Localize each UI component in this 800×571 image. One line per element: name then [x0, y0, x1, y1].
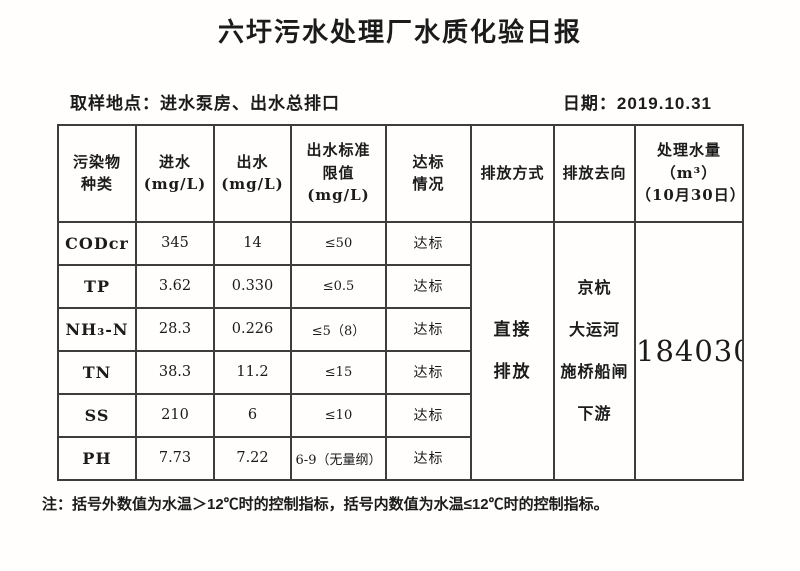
- cell-pollutant: TP: [57, 263, 137, 309]
- cell-influent: 7.73: [135, 435, 215, 481]
- table-row: CODcr 345 14 ≤50 达标 直接 排放 京杭 大运河 施桥船闸 下游…: [57, 220, 744, 481]
- table-row: TP 3.62 0.330 ≤0.5 达标: [57, 263, 743, 309]
- cell-effluent: 14: [213, 220, 292, 266]
- cell-discharge-mode: 直接 排放: [470, 220, 555, 481]
- table-header-row: 污染物 种类 进水 (mg/L) 出水 (mg/L) 出水标准 限值 (mg/L…: [57, 123, 744, 223]
- cell-pollutant: TN: [57, 349, 137, 395]
- cell-influent: 38.3: [135, 349, 215, 395]
- water-quality-table: 污染物 种类 进水 (mg/L) 出水 (mg/L) 出水标准 限值 (mg/L…: [57, 123, 744, 481]
- cell-influent: 345: [135, 220, 215, 266]
- table-row: PH 7.73 7.22 6-9（无量纲） 达标: [57, 435, 743, 481]
- cell-pollutant: CODcr: [57, 220, 137, 266]
- footnote: 注：括号外数值为水温＞12℃时的控制指标，括号内数值为水温≤12℃时的控制指标。: [42, 495, 609, 513]
- cell-effluent: 6: [213, 392, 292, 438]
- table-row: NH₃-N 28.3 0.226 ≤5（8） 达标: [57, 306, 743, 352]
- cell-limit: ≤10: [290, 392, 387, 438]
- cell-limit: ≤0.5: [290, 263, 387, 309]
- header-compliance: 达标 情况: [385, 123, 472, 223]
- header-pollutant-type: 污染物 种类: [57, 123, 137, 223]
- sampling-location-label: 取样地点：进水泵房、出水总排口: [70, 93, 340, 113]
- cell-influent: 3.62: [135, 263, 215, 309]
- header-effluent-limit: 出水标准 限值 (mg/L): [290, 123, 387, 223]
- table-row: SS 210 6 ≤10 达标: [57, 392, 743, 438]
- cell-pollutant: SS: [57, 392, 137, 438]
- cell-status: 达标: [385, 349, 472, 395]
- cell-limit: ≤50: [290, 220, 387, 266]
- cell-effluent: 7.22: [213, 435, 292, 481]
- header-discharge-destination: 排放去向: [553, 123, 636, 223]
- cell-pollutant: PH: [57, 435, 137, 481]
- header-treated-volume: 处理水量 （m³） （10月30日）: [634, 123, 744, 223]
- cell-effluent: 0.226: [213, 306, 292, 352]
- cell-limit: ≤15: [290, 349, 387, 395]
- header-influent: 进水 (mg/L): [135, 123, 215, 223]
- cell-influent: 28.3: [135, 306, 215, 352]
- report-date-label: 日期：2019.10.31: [562, 93, 712, 113]
- cell-limit: ≤5（8）: [290, 306, 387, 352]
- cell-discharge-destination: 京杭 大运河 施桥船闸 下游: [553, 220, 636, 481]
- cell-effluent: 0.330: [213, 263, 292, 309]
- cell-status: 达标: [385, 263, 472, 309]
- cell-status: 达标: [385, 220, 472, 266]
- cell-treated-volume: 184030: [634, 220, 744, 481]
- cell-effluent: 11.2: [213, 349, 292, 395]
- cell-influent: 210: [135, 392, 215, 438]
- cell-status: 达标: [385, 435, 472, 481]
- report-page: 六圩污水处理厂水质化验日报 取样地点：进水泵房、出水总排口 日期：2019.10…: [0, 16, 800, 515]
- cell-status: 达标: [385, 392, 472, 438]
- cell-status: 达标: [385, 306, 472, 352]
- table-row: TN 38.3 11.2 ≤15 达标: [57, 349, 743, 395]
- cell-pollutant: NH₃-N: [57, 306, 137, 352]
- header-effluent: 出水 (mg/L): [213, 123, 292, 223]
- report-meta: 取样地点：进水泵房、出水总排口 日期：2019.10.31: [70, 95, 712, 112]
- header-discharge-mode: 排放方式: [470, 123, 555, 223]
- report-title: 六圩污水处理厂水质化验日报: [217, 17, 582, 47]
- cell-limit: 6-9（无量纲）: [290, 435, 387, 481]
